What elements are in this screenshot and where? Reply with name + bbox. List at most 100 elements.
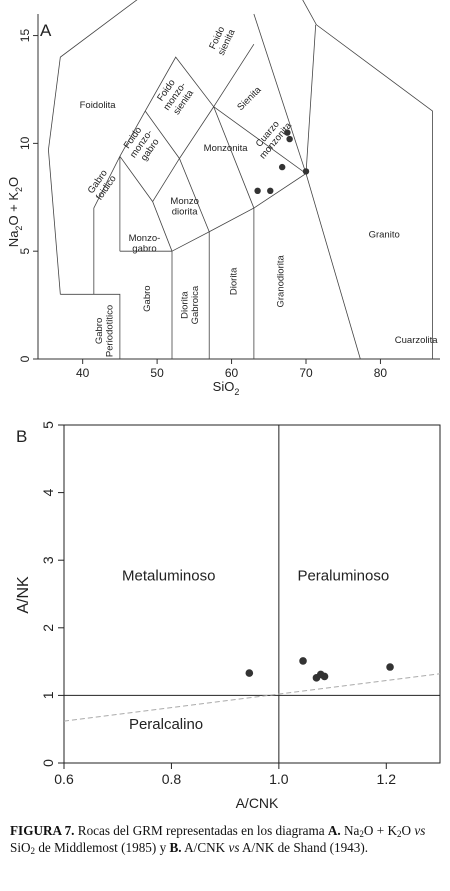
acnk-ank-diagram: 0.6 0.8 1.0 1.2 0 1 2 3 4 5 Metaluminoso Peralumin… bbox=[15, 421, 441, 811]
caption-sub-si: 2 bbox=[30, 846, 36, 856]
acnk-region-label: Peralcalino bbox=[129, 716, 203, 733]
acnk-x-tick-label: 1.2 bbox=[377, 771, 397, 787]
acnk-x-tick-label: 0.8 bbox=[162, 771, 182, 787]
tas-sample-point bbox=[284, 129, 291, 136]
tas-field-label-line: Granito bbox=[369, 229, 400, 240]
tas-boundary-line bbox=[253, 172, 361, 360]
tas-y-tick-label: 5 bbox=[18, 248, 32, 255]
caption-panel-b: B. bbox=[169, 840, 182, 855]
acnk-region-label: Peraluminoso bbox=[297, 567, 389, 584]
caption-sub-na: 2 bbox=[359, 829, 364, 839]
tas-y-axis-label-sub: 2 bbox=[14, 226, 24, 231]
caption-text-6: A/CNK bbox=[181, 840, 229, 855]
tas-y-tick-label: 0 bbox=[18, 355, 32, 362]
tas-field-boundaries bbox=[48, 0, 433, 360]
acnk-x-axis-label: A/CNK bbox=[236, 795, 279, 811]
tas-field-label-line: diorita bbox=[172, 207, 199, 218]
acnk-sample-points bbox=[245, 657, 394, 682]
tas-field-label-line: Sienita bbox=[235, 84, 264, 113]
caption-sub-k: 2 bbox=[397, 829, 402, 839]
tas-y-tick-label: 10 bbox=[18, 136, 32, 150]
acnk-y-tick-label: 1 bbox=[40, 691, 56, 699]
tas-sample-point bbox=[267, 187, 274, 195]
tas-field-label: Monzo-gabro bbox=[129, 233, 161, 255]
tas-x-tick-label: 60 bbox=[225, 366, 239, 380]
tas-field-label: Sienita bbox=[235, 84, 264, 113]
acnk-y-tick-label: 4 bbox=[40, 488, 56, 496]
tas-sample-point bbox=[254, 187, 261, 195]
tas-field-label: Gabrofoidico bbox=[85, 168, 118, 203]
tas-sample-point bbox=[286, 135, 293, 143]
acnk-dashed-reference-line bbox=[63, 673, 441, 722]
tas-x-axis-label: SiO2 bbox=[213, 379, 240, 397]
tas-boundary-line bbox=[60, 293, 121, 359]
tas-field-label: Foidomonzo-gabro bbox=[119, 122, 163, 166]
caption-text-5: de Middlemost (1985) y bbox=[35, 840, 170, 855]
tas-field-label-line: Monzo bbox=[170, 196, 199, 207]
figure-caption: FIGURA 7. Rocas del GRM representadas en… bbox=[10, 822, 442, 856]
tas-field-label: DioritaGabroica bbox=[179, 285, 201, 324]
tas-boundary-line bbox=[253, 13, 307, 174]
tas-field-label: Diorita bbox=[229, 267, 240, 295]
tas-boundary-line bbox=[48, 0, 433, 359]
caption-text-7: A/NK de Shand (1943). bbox=[239, 840, 369, 855]
tas-diagram: 40 50 60 70 80 0 5 10 15 Foidolita Foidosienita Si… bbox=[6, 0, 440, 397]
acnk-sample-point bbox=[245, 669, 254, 677]
tas-y-axis-label-part: Na bbox=[6, 230, 21, 247]
tas-field-label-line: Foidolita bbox=[80, 100, 117, 111]
acnk-y-tick-label: 2 bbox=[40, 624, 56, 632]
acnk-axes: 0.6 0.8 1.0 1.2 0 1 2 3 4 5 bbox=[40, 421, 441, 787]
acnk-region-labels: Metaluminoso Peraluminoso Peralcalino bbox=[122, 567, 389, 733]
tas-field-label-line: Diorita bbox=[229, 267, 240, 295]
tas-x-tick-label: 50 bbox=[150, 366, 164, 380]
tas-field-label: Granodiorita bbox=[275, 255, 286, 308]
tas-field-label: Cuarzolita bbox=[395, 335, 438, 346]
caption-text-1: Rocas del GRM representadas en los diagr… bbox=[74, 823, 328, 838]
tas-sample-point bbox=[302, 168, 310, 175]
tas-field-label-line: Gabroica bbox=[190, 285, 201, 324]
acnk-y-tick-label: 3 bbox=[40, 556, 56, 564]
tas-field-label: Gabro bbox=[142, 285, 153, 311]
tas-y-tick-label: 15 bbox=[18, 29, 32, 43]
tas-sample-points bbox=[254, 129, 310, 195]
tas-sample-point bbox=[278, 163, 286, 171]
tas-field-label: Foidolita bbox=[80, 100, 117, 111]
caption-text-3: O bbox=[401, 823, 415, 838]
tas-field-label-line: Diorita bbox=[179, 291, 190, 319]
acnk-x-tick-label: 1.0 bbox=[269, 771, 289, 787]
tas-field-label: Monzonita bbox=[204, 143, 249, 154]
acnk-division-lines bbox=[63, 425, 441, 763]
caption-vs-2: vs bbox=[228, 840, 240, 855]
tas-field-label-line: Monzonita bbox=[204, 143, 249, 154]
acnk-region-label: Metaluminoso bbox=[122, 567, 215, 584]
tas-field-label: Foidomonzo-sienita bbox=[153, 74, 197, 118]
acnk-y-tick-label: 5 bbox=[40, 421, 56, 429]
tas-x-axis-label-main: SiO bbox=[213, 379, 235, 394]
caption-na: Na bbox=[344, 823, 360, 838]
tas-y-axis-label-sub: 2 bbox=[14, 187, 24, 192]
acnk-sample-point bbox=[386, 663, 394, 671]
acnk-y-axis-label: A/NK bbox=[15, 576, 32, 614]
acnk-sample-point bbox=[299, 657, 307, 665]
tas-field-label: Foidosienita bbox=[206, 23, 237, 58]
tas-y-axis-label-part: O + K bbox=[6, 192, 21, 226]
panel-label-a: A bbox=[40, 21, 52, 40]
tas-field-label: Granito bbox=[369, 229, 400, 240]
tas-y-axis-label: Na2O + K2O bbox=[6, 177, 24, 247]
tas-field-label-line: Periodotitico bbox=[104, 305, 115, 357]
tas-boundary-line bbox=[213, 106, 255, 209]
caption-panel-a: A. bbox=[327, 823, 341, 838]
tas-x-tick-label: 40 bbox=[76, 366, 90, 380]
caption-text-2: O + K bbox=[363, 823, 398, 838]
tas-axes: 40 50 60 70 80 0 5 10 15 bbox=[18, 14, 440, 380]
acnk-x-tick-label: 0.6 bbox=[54, 771, 74, 787]
tas-x-axis-label-sub: 2 bbox=[234, 387, 239, 397]
caption-vs-1: vs bbox=[414, 823, 426, 838]
tas-field-label-line: gabro bbox=[132, 243, 156, 254]
acnk-sample-point bbox=[320, 672, 329, 681]
tas-x-tick-label: 70 bbox=[299, 366, 313, 380]
acnk-y-tick-label: 0 bbox=[40, 759, 56, 767]
tas-field-label-line: Granodiorita bbox=[275, 255, 286, 308]
acnk-plot-frame bbox=[63, 424, 441, 764]
tas-field-label-line: Gabro bbox=[142, 285, 153, 311]
